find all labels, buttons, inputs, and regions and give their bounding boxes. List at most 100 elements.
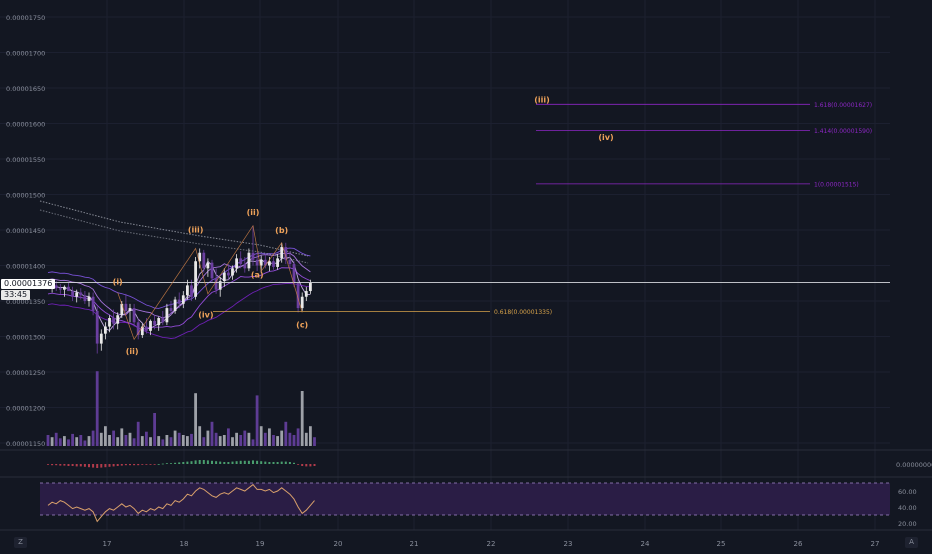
volume-bar bbox=[190, 433, 193, 446]
macd-bar bbox=[215, 461, 218, 464]
candle-body bbox=[251, 252, 255, 260]
time-tick-label: 26 bbox=[794, 540, 803, 548]
candle-body bbox=[83, 295, 87, 301]
time-tick-label: 25 bbox=[717, 540, 726, 548]
macd-bar bbox=[96, 464, 99, 468]
macd-bar bbox=[112, 464, 115, 467]
time-tick-label: 27 bbox=[871, 540, 880, 548]
volume-bar bbox=[296, 428, 300, 446]
volume-bar bbox=[251, 439, 255, 446]
wave-label: (i) bbox=[113, 277, 123, 286]
volume-bar bbox=[235, 432, 238, 446]
candle-body bbox=[214, 278, 218, 290]
candle-body bbox=[140, 326, 144, 336]
macd-bar bbox=[133, 464, 136, 466]
wave-label: (c) bbox=[296, 320, 308, 329]
candle-body bbox=[165, 308, 169, 323]
log-scale-button[interactable]: Z bbox=[14, 537, 27, 548]
macd-bar bbox=[145, 464, 148, 465]
candle-body bbox=[280, 247, 284, 259]
candle-body bbox=[243, 264, 247, 269]
rsi-line bbox=[47, 483, 315, 523]
macd-bar bbox=[305, 464, 308, 467]
candle-body bbox=[104, 326, 107, 334]
macd-bar bbox=[313, 464, 316, 466]
macd-bar bbox=[137, 464, 140, 466]
candle-body bbox=[120, 303, 124, 316]
candle-body bbox=[263, 259, 267, 266]
volume-bar bbox=[288, 432, 292, 446]
candle-body bbox=[235, 258, 238, 269]
auto-scale-button[interactable]: A bbox=[905, 537, 918, 548]
candle-body bbox=[239, 258, 243, 265]
wave-path bbox=[117, 224, 303, 341]
macd-bar bbox=[309, 464, 312, 467]
volume-bar bbox=[210, 421, 214, 446]
candle-body bbox=[272, 261, 275, 267]
volume-bar bbox=[243, 430, 247, 446]
macd-bar bbox=[247, 460, 250, 464]
wave-label: (a) bbox=[251, 271, 264, 280]
candle-body bbox=[300, 296, 304, 309]
bar-countdown-label: 33:45 bbox=[1, 290, 31, 300]
volume-bar bbox=[95, 371, 99, 446]
macd-bar bbox=[235, 461, 238, 464]
volume-bar bbox=[181, 435, 185, 446]
candle-body bbox=[210, 262, 214, 279]
time-tick-label: 24 bbox=[641, 540, 650, 548]
macd-bar bbox=[202, 460, 205, 464]
candle-body bbox=[132, 308, 136, 323]
macd-bar bbox=[206, 460, 209, 464]
macd-bar bbox=[71, 464, 74, 466]
volume-bar bbox=[108, 435, 111, 446]
macd-bar bbox=[51, 464, 54, 466]
volume-bar bbox=[112, 430, 115, 446]
volume-bar bbox=[165, 435, 169, 446]
macd-bar bbox=[141, 464, 144, 465]
time-tick-label: 17 bbox=[103, 540, 112, 548]
volume-bar bbox=[153, 413, 156, 446]
candle-body bbox=[198, 252, 202, 262]
volume-bar bbox=[276, 436, 279, 446]
candle-body bbox=[181, 295, 185, 304]
macd-bar bbox=[264, 461, 267, 464]
candle-body bbox=[67, 286, 70, 292]
fib-level-label: 1.414(0.00001590) bbox=[814, 128, 872, 135]
volume-bar bbox=[255, 395, 259, 446]
candle-body bbox=[247, 252, 251, 269]
macd-axis-label: 0.00000000 bbox=[896, 461, 932, 469]
rsi-axis-label: 20.00 bbox=[898, 520, 917, 528]
fib-level-label: 1.618(0.00001627) bbox=[814, 102, 872, 109]
macd-bar bbox=[170, 463, 172, 464]
candle-body bbox=[173, 299, 177, 311]
macd-bar bbox=[174, 462, 177, 464]
macd-bar bbox=[67, 464, 70, 466]
volume-bar bbox=[227, 428, 230, 446]
candle-body bbox=[218, 281, 222, 290]
macd-bar bbox=[129, 464, 131, 466]
price-tick-label: 0.00001400 bbox=[6, 263, 45, 271]
price-tick-label: 0.00001250 bbox=[6, 369, 45, 377]
candle-body bbox=[124, 303, 128, 311]
candle-body bbox=[255, 259, 259, 266]
long-ma-line bbox=[39, 209, 309, 264]
candle-body bbox=[190, 285, 193, 297]
volume-bar bbox=[284, 421, 288, 446]
macd-bar bbox=[268, 462, 271, 464]
price-tick-label: 0.00001500 bbox=[6, 192, 45, 200]
volume-bar bbox=[116, 437, 120, 446]
volume-bar bbox=[79, 435, 83, 446]
macd-bar bbox=[231, 461, 234, 464]
candle-body bbox=[194, 261, 197, 297]
time-tick-label: 22 bbox=[487, 540, 496, 548]
volume-bar bbox=[132, 438, 136, 446]
macd-bar bbox=[194, 460, 197, 464]
candle-body bbox=[309, 282, 312, 292]
volume-bar bbox=[231, 437, 234, 446]
volume-bar bbox=[149, 437, 152, 446]
candle-body bbox=[116, 315, 120, 324]
candle-body bbox=[145, 326, 148, 331]
macd-bar bbox=[272, 462, 275, 464]
